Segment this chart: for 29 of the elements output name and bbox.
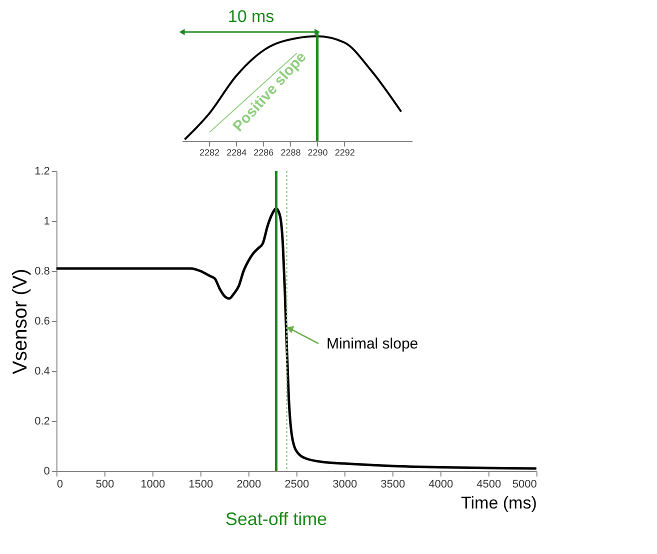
x-axis-title: Time (ms) [461, 494, 537, 512]
x-tick-label: 2288 [280, 148, 301, 158]
annotation: Minimal slope [326, 336, 418, 352]
x-tick-label: 4000 [428, 478, 454, 490]
ref-line-label: Seat-off time [225, 509, 328, 529]
x-tick-label: 4500 [476, 478, 502, 490]
x-tick-label: 2000 [236, 478, 262, 490]
y-tick-label: 0.4 [34, 366, 50, 378]
x-tick-label: 2290 [308, 148, 328, 158]
y-tick-label: 0.6 [34, 316, 50, 328]
y-axis-title: Vsensor (V) [10, 268, 32, 374]
x-tick-label: 3500 [380, 478, 406, 490]
x-tick-label: 500 [96, 478, 114, 490]
x-tick-label: 2284 [226, 148, 247, 158]
y-tick-label: 0.2 [34, 416, 50, 428]
x-tick-label: 0 [56, 478, 63, 490]
x-tick-label: 1500 [188, 478, 214, 490]
x-tick-label: 2500 [284, 478, 310, 490]
x-tick-label: 2292 [334, 148, 355, 158]
x-tick-label: 5000 [512, 478, 537, 490]
text: 10 ms [228, 7, 274, 26]
y-tick-label: 1.2 [34, 166, 50, 178]
y-tick-label: 0.8 [34, 266, 50, 278]
y-tick-label: 1 [44, 216, 50, 228]
x-tick-label: 1000 [140, 478, 166, 490]
x-tick-label: 2282 [200, 148, 220, 158]
x-tick-label: 2286 [254, 148, 274, 158]
x-tick-label: 3000 [332, 478, 358, 490]
y-tick-label: 0 [44, 466, 50, 478]
